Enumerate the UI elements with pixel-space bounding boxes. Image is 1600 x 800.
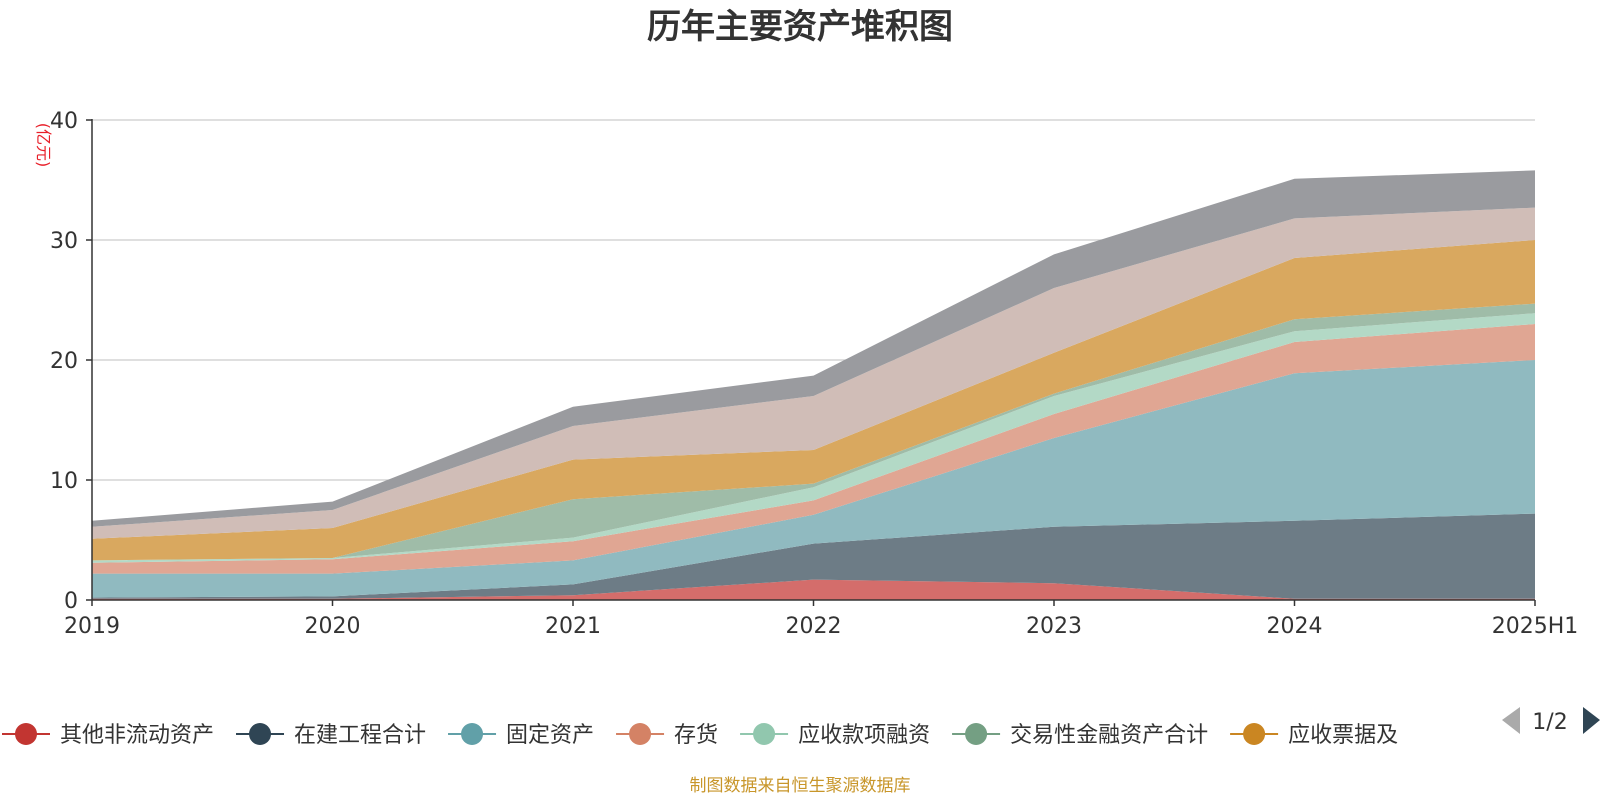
pager-next-icon[interactable] (1583, 707, 1600, 734)
legend-item[interactable]: 存货 (616, 723, 718, 748)
area-series (92, 170, 1535, 527)
x-tick-label: 2025H1 (1492, 614, 1579, 639)
legend-item[interactable]: 其他非流动资产 (2, 723, 214, 748)
area-series (92, 324, 1535, 574)
legend-marker-icon (249, 723, 272, 745)
legend-pager[interactable]: 1/2 (1502, 707, 1600, 735)
legend-page-indicator: 1/2 (1532, 710, 1567, 735)
legend-item[interactable]: 应收票据及 (1230, 723, 1398, 748)
legend-marker-icon (1243, 723, 1266, 745)
area-series (92, 360, 1535, 598)
legend-label: 存货 (674, 723, 718, 748)
x-tick-label: 2019 (64, 614, 120, 639)
legend-item[interactable]: 在建工程合计 (236, 723, 426, 748)
data-source-note: 制图数据来自恒生聚源数据库 (690, 776, 911, 796)
legend-item[interactable]: 固定资产 (448, 723, 594, 748)
legend-marker-icon (629, 723, 652, 745)
y-tick-label: 0 (64, 589, 78, 614)
y-tick-label: 40 (50, 109, 78, 134)
axes: 0 10 20 30 40 2019 2020 2021 2022 2023 2024 2025H1 (50, 109, 1578, 639)
legend: 其他非流动资产 在建工程合计 固定资产 存货 应收款项融资 交易性金融资产合计 应收票据及 (2, 723, 1398, 748)
pager-prev-icon[interactable] (1502, 707, 1520, 734)
x-tick-label: 2024 (1267, 614, 1323, 639)
legend-marker-icon (965, 723, 988, 745)
area-series (92, 240, 1535, 561)
x-tick-label: 2022 (786, 614, 842, 639)
x-tick-label: 2023 (1026, 614, 1082, 639)
x-tick-label: 2021 (545, 614, 601, 639)
area-series (92, 313, 1535, 563)
legend-label: 在建工程合计 (294, 723, 426, 748)
area-series (92, 207, 1535, 539)
y-tick-label: 10 (50, 469, 78, 494)
area-series (92, 579, 1535, 600)
y-axis-unit-label: (亿元) (34, 123, 53, 168)
legend-item[interactable]: 应收款项融资 (740, 723, 930, 748)
legend-label: 固定资产 (506, 723, 594, 748)
legend-label: 应收款项融资 (798, 723, 930, 748)
area-series (92, 513, 1535, 599)
chart-title: 历年主要资产堆积图 (647, 7, 953, 47)
y-tick-label: 30 (50, 229, 78, 254)
legend-marker-icon (753, 723, 776, 745)
legend-item[interactable]: 交易性金融资产合计 (952, 723, 1208, 748)
legend-marker-icon (15, 723, 37, 745)
area-series-group (92, 170, 1535, 600)
legend-label: 交易性金融资产合计 (1010, 723, 1208, 748)
y-tick-label: 20 (50, 349, 78, 374)
legend-label: 其他非流动资产 (60, 723, 214, 748)
x-tick-label: 2020 (305, 614, 361, 639)
legend-label: 应收票据及 (1288, 723, 1398, 748)
legend-marker-icon (461, 723, 484, 745)
